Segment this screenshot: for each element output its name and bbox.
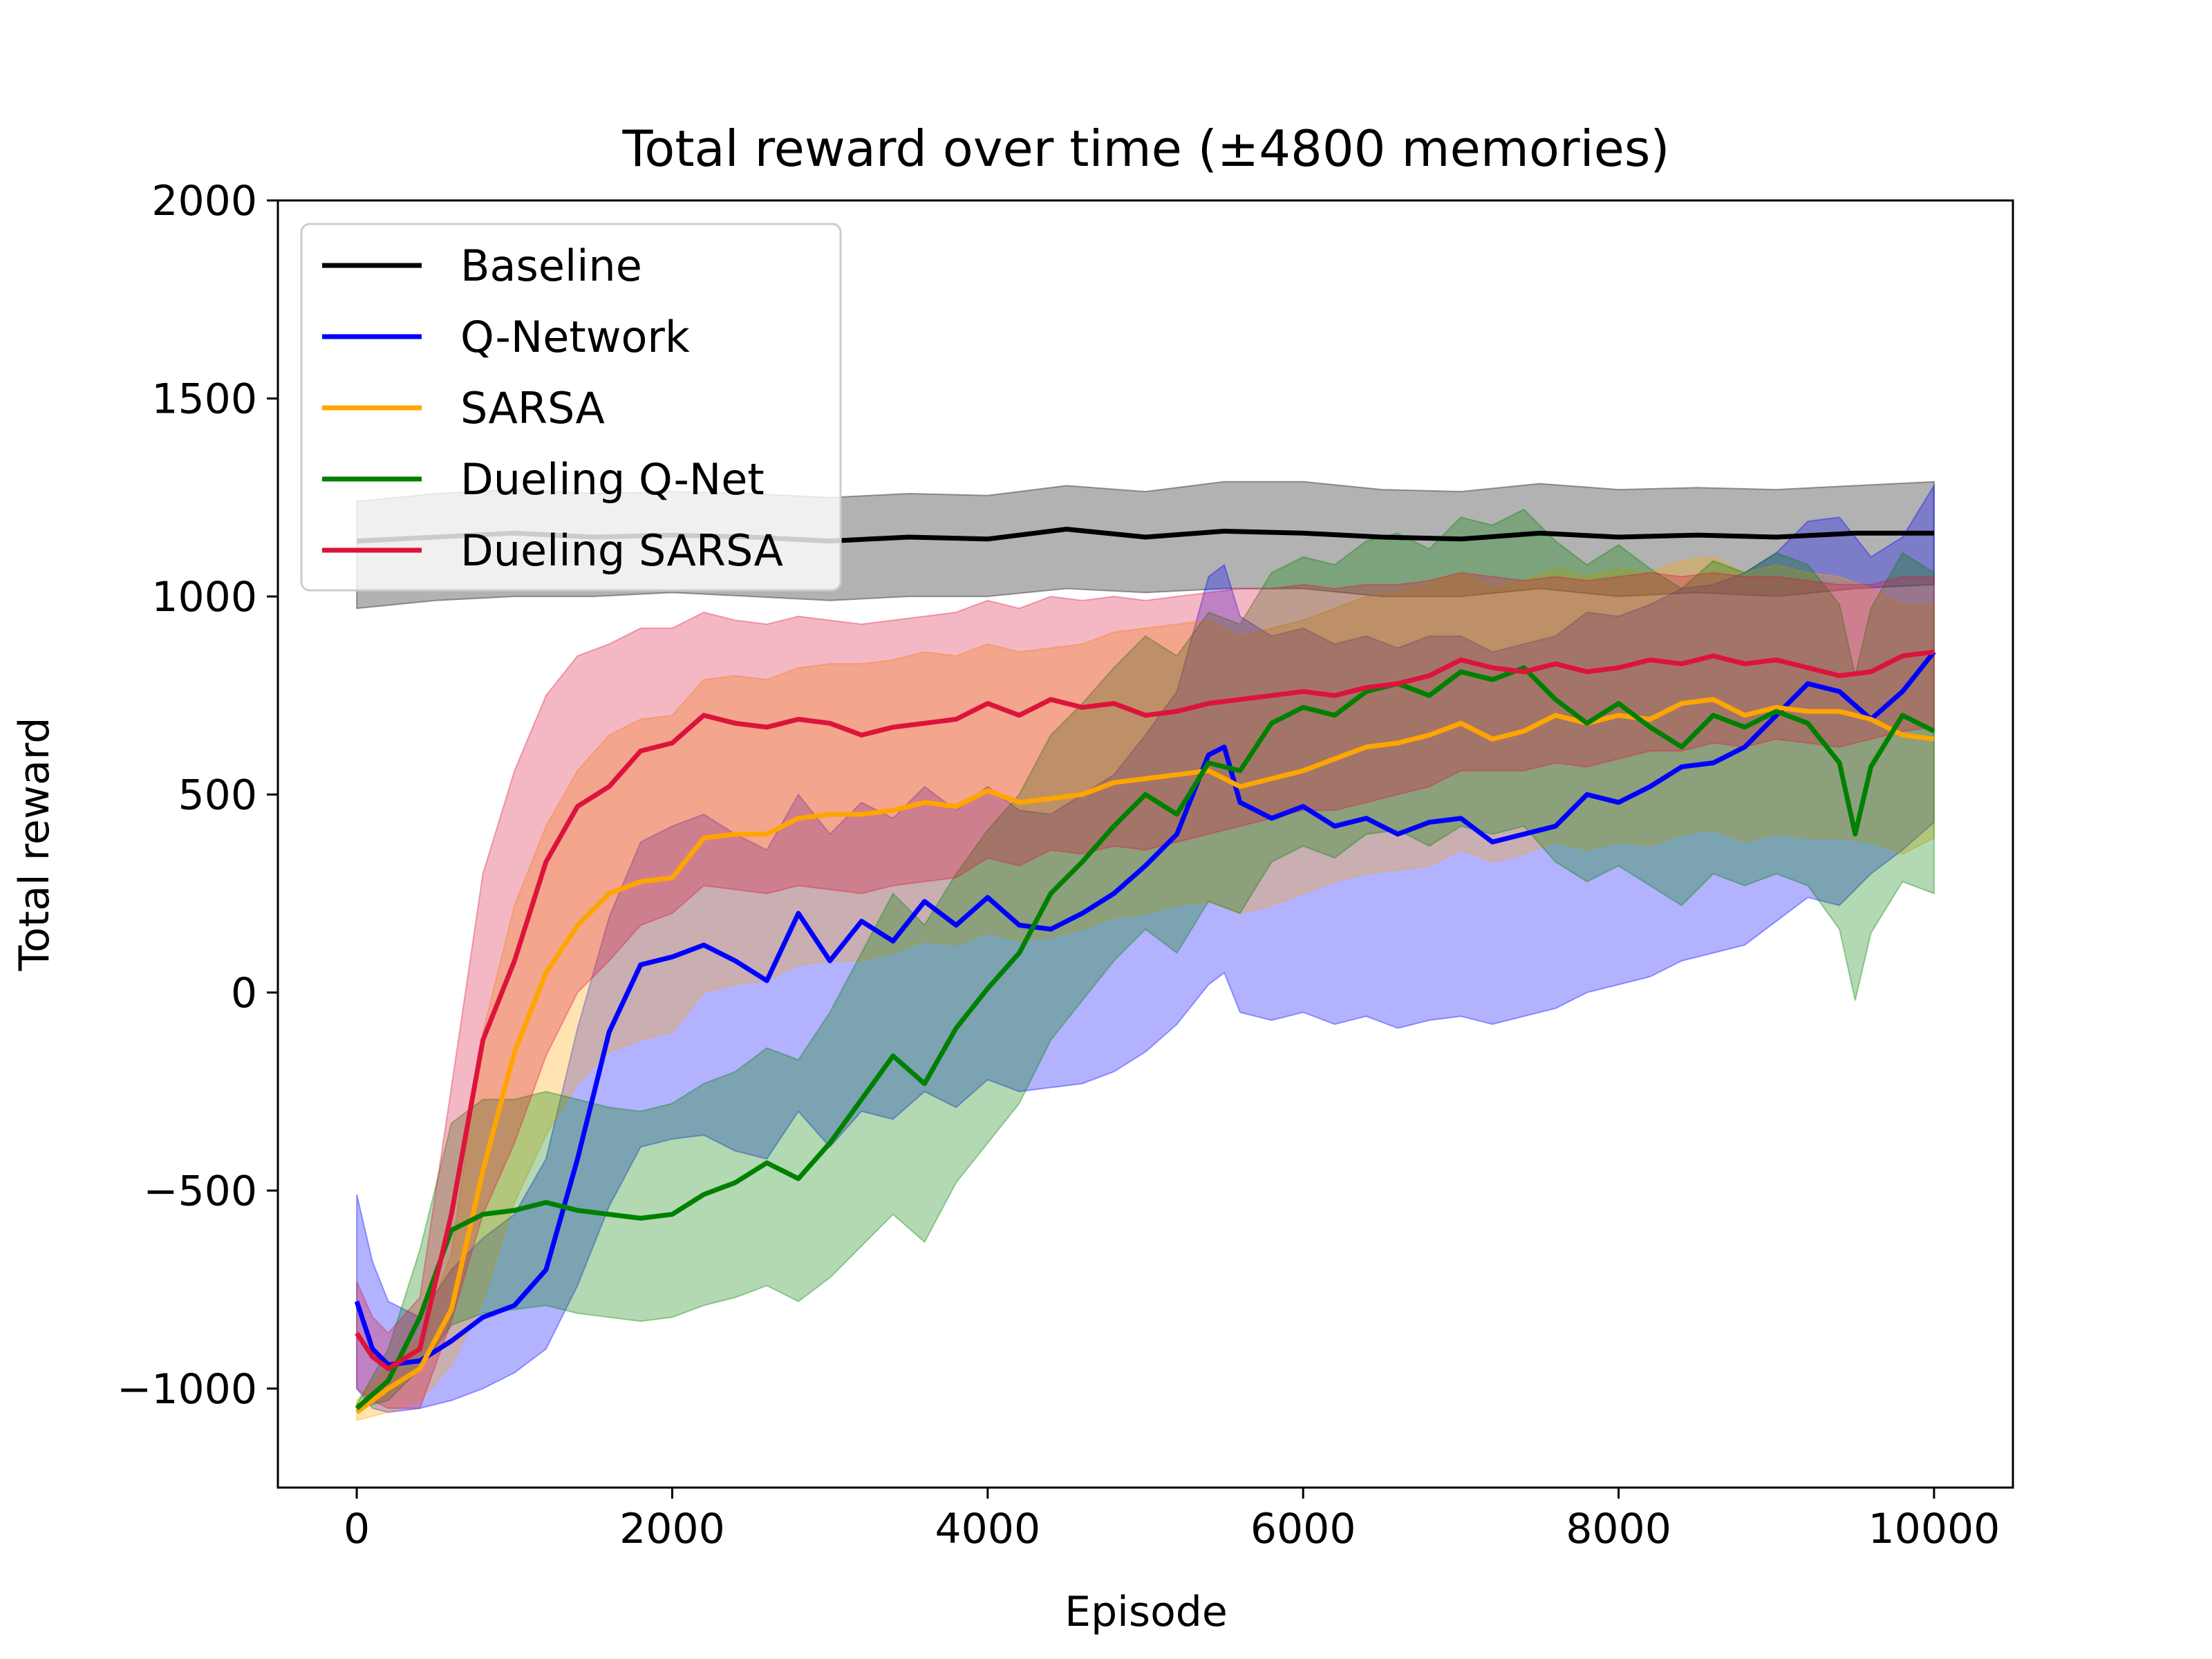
y-tick-label: 1500 [151,375,257,423]
y-tick-label: 2000 [151,177,257,225]
line-q-network [354,650,1936,1367]
band-sarsa [356,556,1935,1421]
line-dueling-sarsa [355,649,1935,1371]
y-tick-label: −1000 [117,1365,257,1414]
chart-title: Total reward over time (±4800 memories) [622,120,1670,178]
y-axis-label: Total reward [10,717,59,971]
band-dueling-sarsa [356,572,1935,1409]
x-tick-label: 10000 [1868,1505,2000,1553]
legend: Baseline Q-Network SARSA Dueling Q-Net Dueli… [300,223,842,592]
legend-box [300,223,842,592]
y-tick-label: 500 [178,771,257,819]
x-tick-label: 4000 [935,1505,1040,1553]
y-tick-label: 0 [231,969,257,1018]
x-axis-label: Episode [1065,1588,1228,1636]
legend-label-sarsa: SARSA [460,383,605,433]
band-dueling-q-net [356,508,1935,1409]
x-tick-label: 2000 [619,1505,725,1553]
legend-label-baseline: Baseline [460,241,642,291]
x-tick-label: 0 [344,1505,370,1553]
x-tick-label: 6000 [1250,1505,1356,1553]
x-tick-label: 8000 [1566,1505,1671,1553]
legend-label-dueling-sarsa: Dueling SARSA [460,525,783,576]
line-dueling-q-net [355,665,1936,1411]
y-tick-label: 1000 [151,573,257,621]
plot-frame [276,199,2014,1489]
line-sarsa [355,697,1935,1414]
y-tick-label: −500 [143,1167,257,1215]
legend-label-dueling-q-net: Dueling Q-Net [460,454,765,505]
x-axis: 0 2000 4000 6000 8000 10000 [344,1488,2000,1553]
legend-label-q-network: Q-Network [460,312,690,362]
y-axis: −1000 −500 0 500 1000 1500 2000 [117,177,278,1414]
series-lines [354,527,1936,1414]
confidence-bands [356,480,1935,1421]
